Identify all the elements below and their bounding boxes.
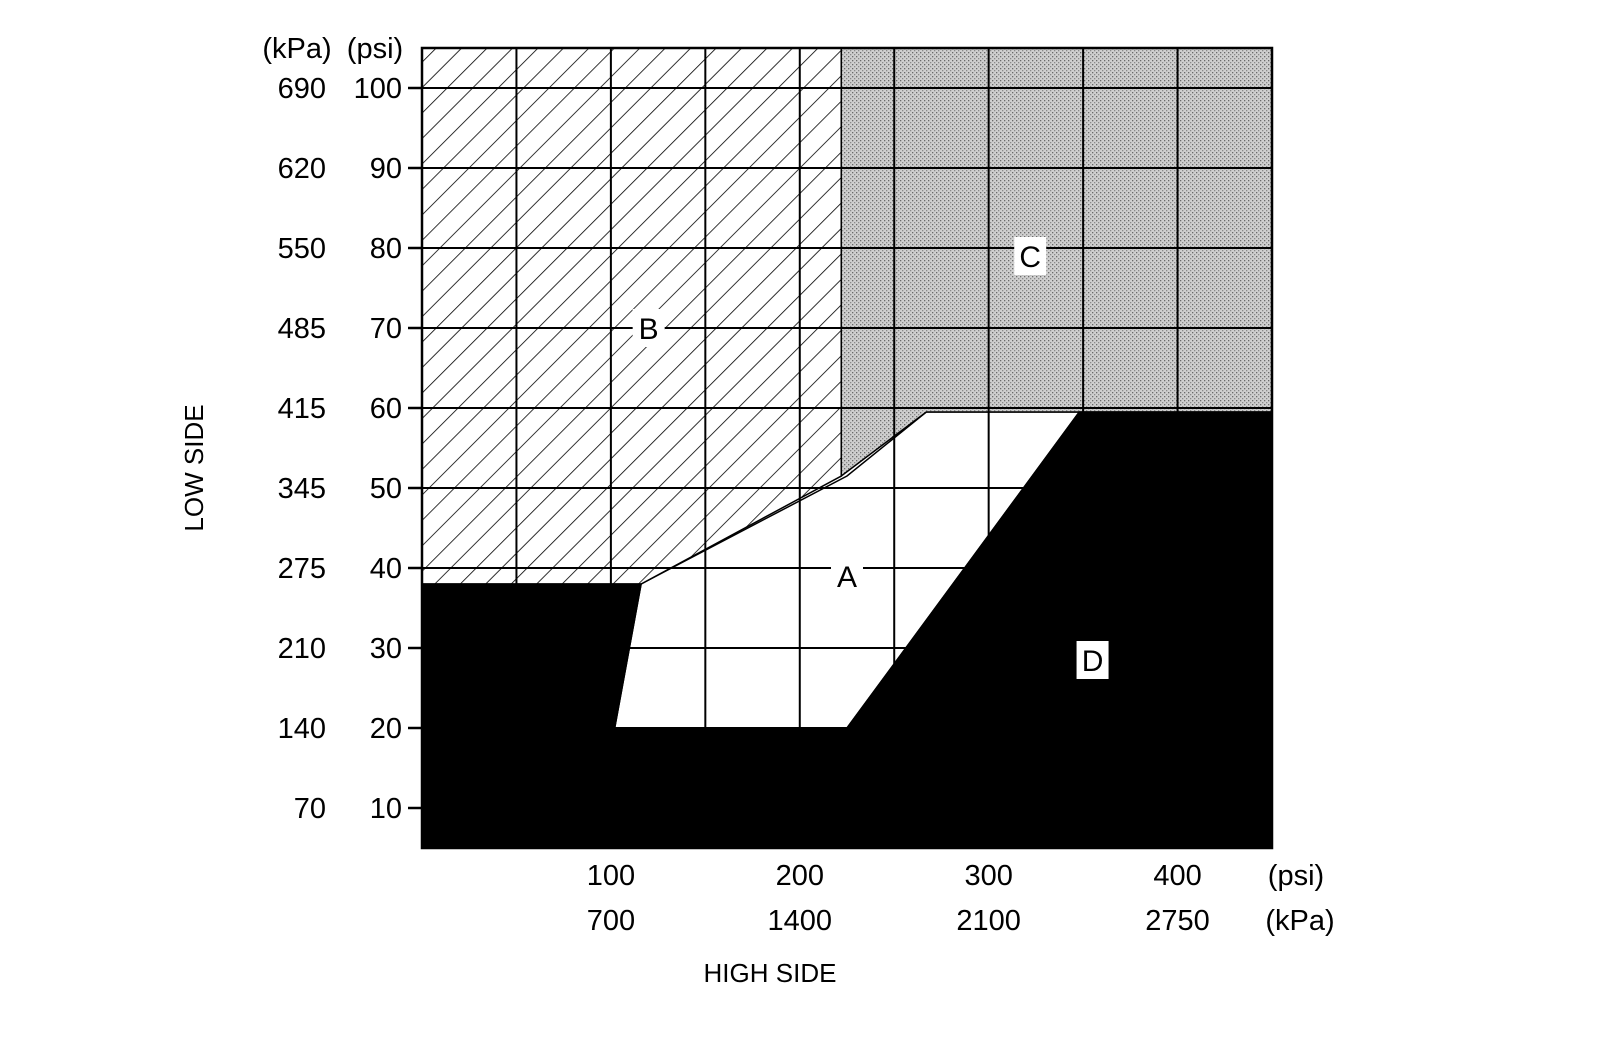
y-unit-psi: (psi) xyxy=(347,33,403,65)
x-tick-label-kpa: 2100 xyxy=(956,905,1021,937)
y-tick-label-kpa: 485 xyxy=(278,313,326,345)
y-tick-label-psi: 70 xyxy=(370,313,402,345)
y-tick-label-kpa: 550 xyxy=(278,233,326,265)
region-label-box xyxy=(1076,641,1109,679)
y-tick-label-kpa: 690 xyxy=(278,73,326,105)
region-label-c: C xyxy=(1019,241,1041,274)
y-tick-label-kpa: 275 xyxy=(278,553,326,585)
x-tick-label-kpa: 700 xyxy=(587,905,635,937)
y-tick-label-kpa: 210 xyxy=(278,633,326,665)
x-unit-psi: (psi) xyxy=(1268,860,1324,892)
x-axis-title: HIGH SIDE xyxy=(704,958,837,988)
region-b xyxy=(421,47,843,585)
y-axis-title: LOW SIDE xyxy=(179,404,209,531)
y-tick-label-psi: 20 xyxy=(370,713,402,745)
y-tick-label-psi: 40 xyxy=(370,553,402,585)
y-unit-kpa: (kPa) xyxy=(262,33,331,65)
x-tick-label-psi: 300 xyxy=(964,860,1012,892)
x-tick-label-kpa: 1400 xyxy=(768,905,833,937)
x-unit-kpa: (kPa) xyxy=(1265,905,1334,937)
y-tick-label-psi: 50 xyxy=(370,473,402,505)
region-label-a: A xyxy=(837,561,857,594)
region-label-b: B xyxy=(639,313,659,346)
region-label-d: D xyxy=(1082,645,1104,678)
plot-border xyxy=(420,46,1274,850)
y-tick-label-psi: 60 xyxy=(370,393,402,425)
chart-grid xyxy=(422,48,1272,848)
region-label-box xyxy=(632,309,665,347)
y-tick-label-psi: 30 xyxy=(370,633,402,665)
y-tick-label-kpa: 415 xyxy=(278,393,326,425)
region-labels: A B C D xyxy=(632,237,1109,679)
y-tick-label-psi: 10 xyxy=(370,793,402,825)
y-tick-label-kpa: 140 xyxy=(278,713,326,745)
y-tick-label-psi: 80 xyxy=(370,233,402,265)
x-tick-label-psi: 100 xyxy=(587,860,635,892)
region-label-box xyxy=(1014,237,1047,275)
x-tick-label-psi: 200 xyxy=(776,860,824,892)
region-label-box xyxy=(831,557,863,595)
x-tick-label-kpa: 2750 xyxy=(1145,905,1210,937)
y-tick-label-kpa: 345 xyxy=(278,473,326,505)
y-tick-label-kpa: 70 xyxy=(294,793,326,825)
y-tick-label-kpa: 620 xyxy=(278,153,326,185)
y-tick-label-psi: 90 xyxy=(370,153,402,185)
y-tick-label-psi: 100 xyxy=(354,73,402,105)
chart-axes: 100 690 90 620 80 550 70 485 60 415 50 345 40 275 30 21… xyxy=(179,33,1335,988)
x-tick-label-psi: 400 xyxy=(1153,860,1201,892)
